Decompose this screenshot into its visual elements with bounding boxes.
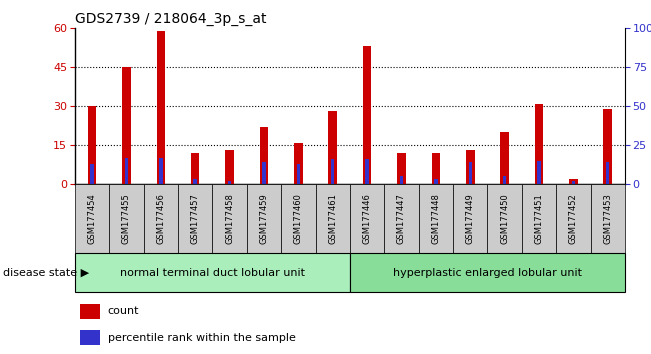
Bar: [294, 143, 303, 184]
Bar: [606, 162, 609, 184]
Bar: [572, 181, 575, 184]
Text: GSM177446: GSM177446: [363, 193, 372, 244]
FancyBboxPatch shape: [522, 184, 556, 253]
FancyBboxPatch shape: [247, 184, 281, 253]
Bar: [260, 127, 268, 184]
Bar: [501, 132, 509, 184]
Bar: [225, 150, 234, 184]
Bar: [156, 31, 165, 184]
Bar: [328, 112, 337, 184]
Text: GSM177447: GSM177447: [397, 193, 406, 244]
Text: GSM177453: GSM177453: [603, 193, 613, 244]
Text: disease state ▶: disease state ▶: [3, 268, 89, 278]
Bar: [503, 176, 506, 184]
Bar: [331, 159, 335, 184]
FancyBboxPatch shape: [75, 253, 350, 292]
Bar: [297, 164, 300, 184]
Text: GSM177459: GSM177459: [260, 193, 268, 244]
Bar: [159, 158, 163, 184]
FancyBboxPatch shape: [109, 184, 144, 253]
Bar: [363, 46, 372, 184]
Bar: [228, 181, 231, 184]
Bar: [80, 304, 100, 319]
FancyBboxPatch shape: [144, 184, 178, 253]
Bar: [193, 179, 197, 184]
FancyBboxPatch shape: [556, 184, 590, 253]
Bar: [90, 164, 94, 184]
Bar: [365, 159, 369, 184]
Text: GSM177461: GSM177461: [328, 193, 337, 244]
Text: GSM177448: GSM177448: [432, 193, 440, 244]
FancyBboxPatch shape: [488, 184, 522, 253]
Bar: [122, 67, 131, 184]
FancyBboxPatch shape: [178, 184, 212, 253]
FancyBboxPatch shape: [316, 184, 350, 253]
FancyBboxPatch shape: [350, 184, 384, 253]
Bar: [88, 106, 96, 184]
FancyBboxPatch shape: [212, 184, 247, 253]
Text: normal terminal duct lobular unit: normal terminal duct lobular unit: [120, 268, 305, 278]
Bar: [469, 162, 472, 184]
Bar: [466, 150, 475, 184]
FancyBboxPatch shape: [419, 184, 453, 253]
Text: GSM177457: GSM177457: [191, 193, 200, 244]
Bar: [569, 179, 577, 184]
Bar: [191, 153, 199, 184]
Bar: [432, 153, 440, 184]
FancyBboxPatch shape: [281, 184, 316, 253]
Bar: [397, 153, 406, 184]
Bar: [80, 330, 100, 345]
Text: GDS2739 / 218064_3p_s_at: GDS2739 / 218064_3p_s_at: [75, 12, 266, 26]
FancyBboxPatch shape: [350, 253, 625, 292]
Text: percentile rank within the sample: percentile rank within the sample: [108, 333, 296, 343]
Bar: [537, 161, 541, 184]
Bar: [125, 158, 128, 184]
Bar: [434, 179, 437, 184]
Text: GSM177450: GSM177450: [500, 193, 509, 244]
Bar: [262, 162, 266, 184]
Bar: [534, 104, 544, 184]
Text: GSM177456: GSM177456: [156, 193, 165, 244]
Text: GSM177455: GSM177455: [122, 193, 131, 244]
FancyBboxPatch shape: [75, 184, 109, 253]
Bar: [400, 176, 403, 184]
FancyBboxPatch shape: [384, 184, 419, 253]
Text: GSM177449: GSM177449: [465, 193, 475, 244]
FancyBboxPatch shape: [453, 184, 488, 253]
Bar: [603, 109, 612, 184]
Text: hyperplastic enlarged lobular unit: hyperplastic enlarged lobular unit: [393, 268, 582, 278]
FancyBboxPatch shape: [590, 184, 625, 253]
Text: GSM177454: GSM177454: [87, 193, 96, 244]
Text: GSM177452: GSM177452: [569, 193, 578, 244]
Text: GSM177460: GSM177460: [294, 193, 303, 244]
Text: GSM177451: GSM177451: [534, 193, 544, 244]
Text: GSM177458: GSM177458: [225, 193, 234, 244]
Text: count: count: [108, 306, 139, 316]
